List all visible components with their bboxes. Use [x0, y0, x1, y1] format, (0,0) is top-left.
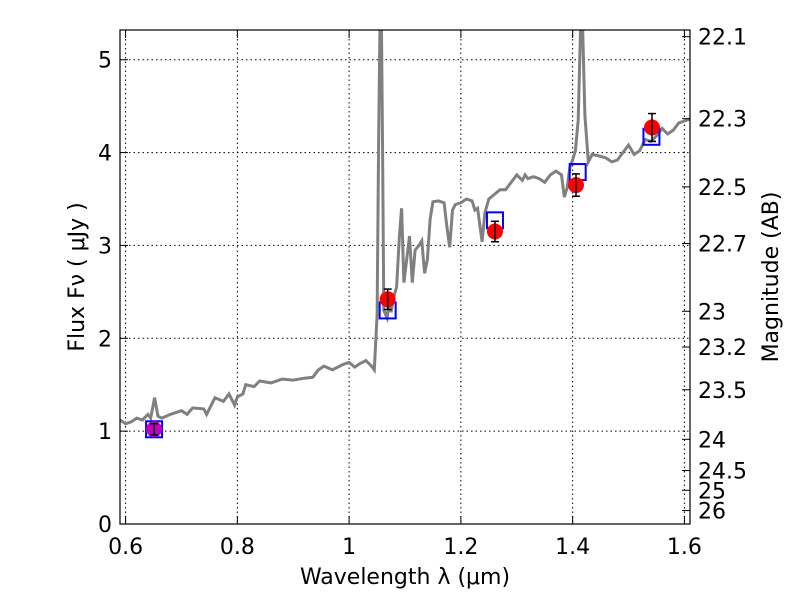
plot-frame [119, 29, 691, 525]
right-tick-label: 23.2 [698, 336, 747, 361]
y-tick-label: 2 [98, 327, 112, 352]
right-tick-label: 25 [698, 479, 726, 504]
right-tick-label: 24 [698, 428, 726, 453]
x-axis-ticks: 0.6 0.8 1 1.2 1.4 1.6 [108, 30, 702, 560]
photometry-markers [146, 112, 660, 438]
y-tick-label: 5 [98, 49, 112, 74]
plot-area [120, 30, 690, 439]
y-axis-label: Flux Fν ( μJy ) [65, 202, 90, 351]
spectrum-line [120, 30, 690, 426]
x-tick-label: 1.6 [667, 535, 702, 560]
y-tick-label: 1 [98, 420, 112, 445]
y-tick-label: 4 [98, 142, 112, 167]
right-tick-label: 22.3 [698, 108, 747, 133]
right-tick-label: 22.7 [698, 233, 747, 258]
right-tick-label: 22.1 [698, 26, 747, 51]
right-tick-label: 26 [698, 500, 726, 525]
right-tick-label: 23.5 [698, 379, 747, 404]
y-tick-label: 0 [98, 513, 112, 538]
y-tick-label: 3 [98, 234, 112, 259]
x-tick-label: 0.6 [108, 535, 143, 560]
right-tick-label: 24.5 [698, 460, 747, 485]
y-axis-ticks: 0 1 2 3 4 5 [98, 49, 128, 538]
x-tick-label: 1 [342, 535, 356, 560]
x-tick-label: 1.2 [443, 535, 478, 560]
right-tick-label: 23 [698, 300, 726, 325]
x-tick-label: 0.8 [220, 535, 255, 560]
right-tick-label: 22.5 [698, 176, 747, 201]
right-axis-label: Magnitude (AB) [759, 192, 784, 363]
x-axis-label: Wavelength λ (μm) [300, 565, 510, 590]
x-tick-label: 1.4 [555, 535, 590, 560]
